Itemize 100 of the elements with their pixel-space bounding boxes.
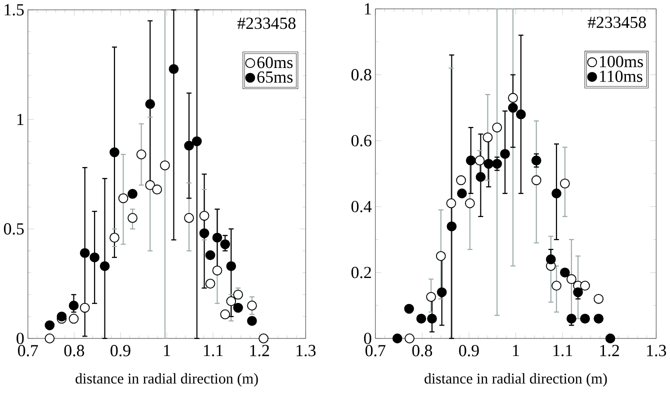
point bbox=[516, 109, 526, 120]
legend-label: 65ms bbox=[257, 71, 293, 83]
x-tick-label: 0.9 bbox=[110, 344, 130, 356]
x-tick-label: 1 bbox=[513, 344, 519, 356]
point bbox=[110, 147, 120, 158]
point bbox=[456, 175, 466, 186]
point bbox=[482, 132, 493, 142]
x-tick-label: 1.1 bbox=[554, 344, 572, 356]
point bbox=[199, 228, 210, 238]
point bbox=[546, 254, 556, 264]
point bbox=[145, 99, 156, 109]
point bbox=[199, 210, 210, 221]
point bbox=[220, 239, 230, 250]
point bbox=[560, 178, 570, 188]
point bbox=[594, 294, 604, 304]
point bbox=[233, 302, 244, 313]
y-tick-label: 0.2 bbox=[351, 266, 371, 278]
point bbox=[552, 280, 562, 291]
point bbox=[492, 158, 502, 169]
point bbox=[531, 175, 542, 186]
point bbox=[145, 180, 156, 190]
point bbox=[446, 198, 456, 208]
point bbox=[212, 266, 222, 276]
x-tick-label: 0.9 bbox=[459, 344, 479, 356]
point bbox=[476, 172, 486, 182]
legend-label: 100ms bbox=[600, 56, 643, 68]
legend-label: 60ms bbox=[257, 56, 293, 68]
point bbox=[110, 232, 120, 243]
point bbox=[457, 188, 467, 198]
annotation: #233458 bbox=[588, 16, 646, 28]
point bbox=[44, 333, 55, 344]
point bbox=[118, 193, 128, 204]
point bbox=[212, 232, 222, 243]
point bbox=[573, 287, 583, 298]
point bbox=[80, 248, 90, 258]
y-tick-label: 0 bbox=[364, 332, 372, 344]
point bbox=[247, 316, 257, 326]
y-tick-label: 0.8 bbox=[351, 69, 372, 80]
y-tick-label: 0.5 bbox=[4, 223, 24, 235]
x-tick-label: 1.2 bbox=[250, 344, 269, 356]
y-tick-label: 0.4 bbox=[351, 200, 372, 212]
point bbox=[44, 320, 55, 330]
x-tick-label: 0.7 bbox=[18, 344, 38, 356]
point bbox=[56, 312, 67, 322]
x-axis-title: distance in radial direction (m) bbox=[424, 373, 607, 387]
point bbox=[508, 92, 518, 103]
point bbox=[184, 140, 194, 151]
point bbox=[205, 250, 216, 260]
point bbox=[508, 102, 518, 113]
point bbox=[605, 333, 616, 344]
point bbox=[566, 274, 576, 284]
y-tick-label: 1 bbox=[364, 3, 371, 14]
point bbox=[560, 268, 570, 278]
point bbox=[100, 261, 110, 272]
point bbox=[128, 212, 138, 223]
point bbox=[404, 304, 414, 314]
point bbox=[68, 314, 79, 324]
point bbox=[226, 296, 236, 306]
x-tick-label: 0.7 bbox=[365, 344, 386, 356]
y-tick-label: 0.6 bbox=[351, 134, 372, 146]
point bbox=[500, 148, 510, 159]
x-tick-label: 1.2 bbox=[600, 344, 619, 356]
annotation: #233458 bbox=[237, 18, 296, 29]
point bbox=[427, 314, 437, 324]
point bbox=[404, 333, 414, 344]
point bbox=[552, 188, 562, 198]
point bbox=[184, 212, 194, 223]
point bbox=[205, 278, 216, 289]
x-tick-label: 0.8 bbox=[412, 344, 432, 356]
point bbox=[152, 184, 162, 194]
y-tick-label: 1.5 bbox=[4, 4, 24, 16]
point bbox=[392, 333, 402, 344]
point bbox=[446, 221, 457, 232]
point bbox=[594, 314, 604, 324]
point bbox=[226, 261, 236, 272]
point bbox=[416, 314, 426, 324]
point bbox=[492, 122, 502, 132]
point bbox=[426, 292, 436, 302]
point bbox=[168, 64, 179, 74]
point bbox=[531, 155, 542, 166]
point bbox=[436, 251, 446, 261]
y-tick-label: 1 bbox=[17, 114, 24, 125]
point bbox=[136, 149, 146, 160]
point bbox=[90, 252, 100, 262]
point bbox=[474, 155, 485, 166]
x-axis-title: distance in radial direction (m) bbox=[76, 373, 258, 387]
point bbox=[80, 302, 90, 313]
x-tick-label: 1.3 bbox=[647, 344, 666, 356]
y-tick-label: 0 bbox=[16, 332, 24, 344]
point bbox=[160, 160, 170, 170]
point bbox=[220, 309, 230, 320]
point bbox=[192, 136, 202, 146]
x-tick-label: 0.8 bbox=[64, 344, 84, 356]
legend-label: 110ms bbox=[600, 70, 642, 82]
point bbox=[580, 280, 590, 291]
x-tick-label: 1.3 bbox=[296, 344, 316, 356]
point bbox=[436, 287, 447, 298]
x-tick-label: 1.1 bbox=[204, 344, 223, 356]
point bbox=[466, 155, 476, 166]
x-tick-label: 1 bbox=[164, 344, 170, 356]
